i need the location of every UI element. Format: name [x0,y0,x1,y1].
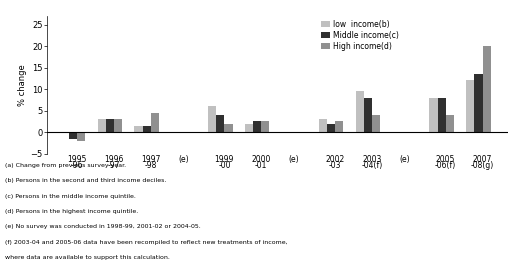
Text: -00: -00 [218,161,231,170]
Text: (c) Persons in the middle income quintile.: (c) Persons in the middle income quintil… [5,194,136,199]
Text: (b) Persons in the second and third income deciles.: (b) Persons in the second and third inco… [5,178,167,183]
Bar [77,132,85,141]
Bar [372,115,380,132]
Bar [253,121,261,132]
Bar [474,74,483,132]
Text: -03: -03 [329,161,341,170]
Text: 2003: 2003 [362,155,382,164]
Bar [114,119,122,132]
Text: -97: -97 [108,161,120,170]
Bar [438,98,445,132]
Bar [356,91,364,132]
Bar [151,113,159,132]
Text: (d) Persons in the highest income quintile.: (d) Persons in the highest income quinti… [5,209,138,214]
Bar [106,119,114,132]
Bar [261,121,269,132]
Text: (a) Change from previous survey year.: (a) Change from previous survey year. [5,163,126,168]
Bar [445,115,454,132]
Bar [245,123,253,132]
Text: -08(g): -08(g) [471,161,494,170]
Text: 1995: 1995 [67,155,87,164]
Text: -06(f): -06(f) [435,161,456,170]
Bar [364,98,372,132]
Bar [335,121,343,132]
Bar [208,106,217,132]
Text: -04(f): -04(f) [361,161,382,170]
Text: 2007: 2007 [473,155,492,164]
Text: (e) No survey was conducted in 1998-99, 2001-02 or 2004-05.: (e) No survey was conducted in 1998-99, … [5,224,201,229]
Bar [466,81,474,132]
Bar [97,119,106,132]
Text: -98: -98 [145,161,157,170]
Bar [483,46,491,132]
Text: -01: -01 [255,161,267,170]
Text: 2005: 2005 [436,155,455,164]
Bar [319,119,327,132]
Legend: low  income(b), Middle income(c), High income(d): low income(b), Middle income(c), High in… [321,20,399,51]
Bar [327,123,335,132]
Bar [69,132,77,139]
Text: (e): (e) [399,155,410,164]
Bar [224,123,233,132]
Bar [134,126,142,132]
Bar [429,98,438,132]
Text: 1997: 1997 [141,155,160,164]
Text: (e): (e) [289,155,299,164]
Text: 1999: 1999 [214,155,234,164]
Bar [142,126,151,132]
Text: where data are available to support this calculation.: where data are available to support this… [5,255,170,260]
Y-axis label: % change: % change [19,64,27,106]
Text: (e): (e) [178,155,189,164]
Text: 2000: 2000 [252,155,271,164]
Text: 2002: 2002 [325,155,344,164]
Bar [217,115,224,132]
Text: (f) 2003-04 and 2005-06 data have been recompiled to reflect new treatments of i: (f) 2003-04 and 2005-06 data have been r… [5,240,288,245]
Text: 1996: 1996 [104,155,123,164]
Text: -96: -96 [70,161,83,170]
